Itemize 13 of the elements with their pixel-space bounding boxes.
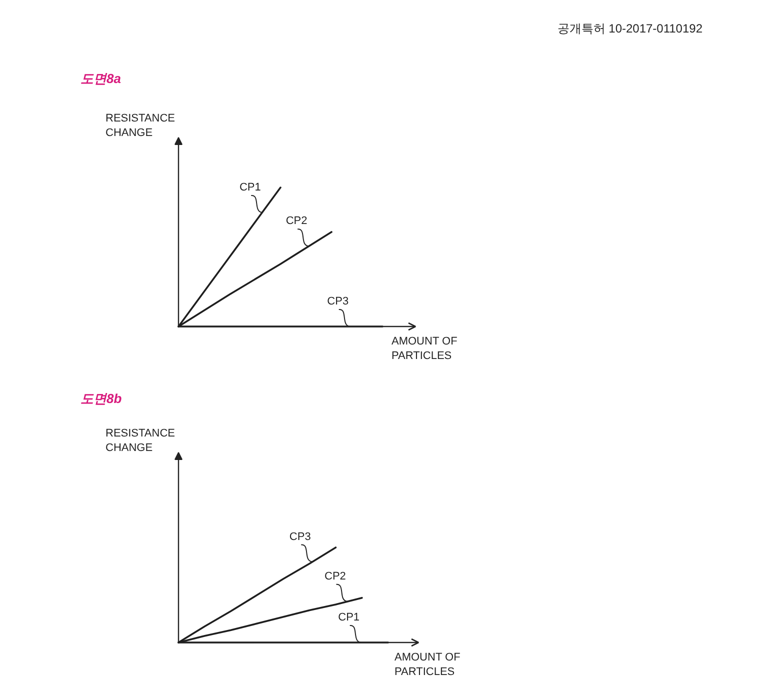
series-label: CP1 bbox=[239, 182, 261, 194]
chart-title: 도면8a bbox=[80, 71, 121, 86]
text: 공개특허 10-2017-0110192 bbox=[557, 22, 703, 36]
chart-title: 도면8b bbox=[80, 391, 122, 406]
y-axis-title: RESISTANCE CHANGE bbox=[106, 428, 175, 454]
x-axis-title: AMOUNT OF PARTICLES bbox=[392, 336, 458, 362]
x-axis-title: AMOUNT OF PARTICLES bbox=[394, 652, 461, 678]
series-label: CP3 bbox=[289, 530, 311, 543]
series-label: CP1 bbox=[338, 612, 360, 624]
series-label: CP3 bbox=[327, 296, 349, 308]
series-label: CP2 bbox=[286, 215, 308, 228]
y-axis-title: RESISTANCE CHANGE bbox=[106, 112, 175, 139]
series-label: CP2 bbox=[324, 570, 346, 582]
